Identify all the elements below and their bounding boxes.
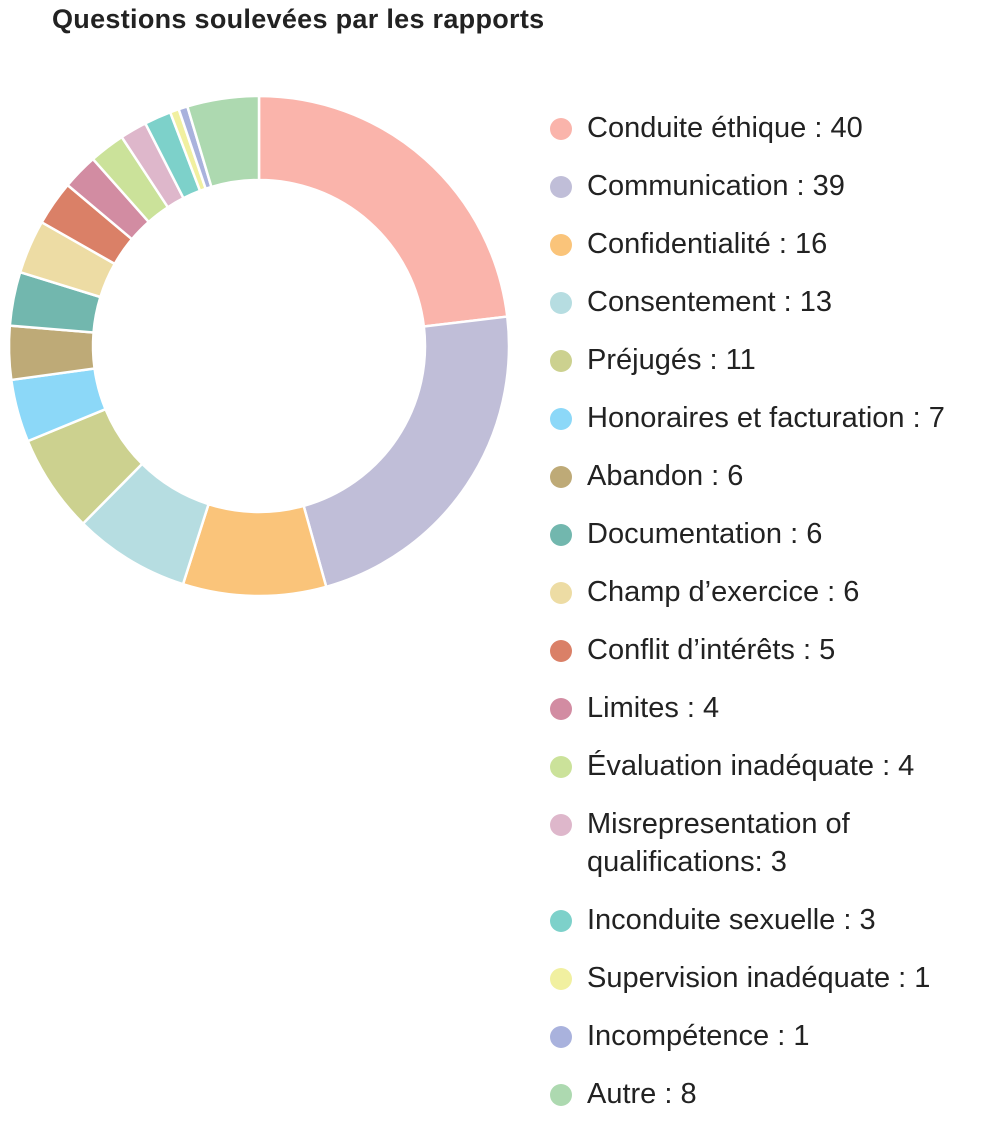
legend-swatch: [550, 234, 572, 256]
legend-item: Incompétence : 1: [550, 1018, 990, 1056]
donut-slice-1: [302, 315, 511, 589]
legend-item: Conduite éthique : 40: [550, 110, 990, 148]
legend-swatch: [550, 408, 572, 430]
legend-item: Conflit d’intérêts : 5: [550, 632, 990, 670]
legend-swatch: [550, 756, 572, 778]
legend-swatch: [550, 967, 572, 990]
legend-label: Limites : 4: [587, 692, 720, 724]
donut-chart: [0, 88, 520, 608]
legend-label: Conduite éthique : 40: [587, 112, 863, 144]
donut-slice-16: [186, 94, 261, 189]
legend-label: Honoraires et facturation : 7: [587, 402, 945, 434]
legend-label: Conflit d’intérêts : 5: [587, 634, 836, 666]
legend-swatch: [550, 118, 572, 140]
donut-slice-0: [257, 94, 509, 328]
legend-label: Évaluation inadéquate : 4: [587, 750, 915, 782]
legend-label: Documentation : 6: [587, 518, 823, 550]
legend-label: Communication : 39: [587, 170, 845, 202]
legend-item: Communication : 39: [550, 168, 990, 206]
legend-item: Consentement : 13: [550, 284, 990, 322]
legend-label: Champ d’exercice : 6: [587, 576, 860, 608]
legend-swatch: [550, 176, 572, 198]
legend-swatch: [550, 698, 572, 720]
legend-item: Limites : 4: [550, 690, 990, 728]
legend-item: Évaluation inadéquate : 4: [550, 748, 990, 786]
legend-label: Inconduite sexuelle : 3: [587, 903, 876, 936]
legend-item: Honoraires et facturation : 7: [550, 400, 990, 438]
donut-svg: [7, 94, 511, 598]
legend-label: Supervision inadéquate : 1: [587, 961, 931, 994]
legend-swatch: [550, 350, 572, 372]
legend-swatch: [550, 466, 572, 488]
legend-label: Misrepresentation of qualifications: 3: [587, 808, 850, 878]
chart-legend: Conduite éthique : 40 Communication : 39 C…: [550, 110, 990, 1134]
legend-item: Champ d’exercice : 6: [550, 574, 990, 612]
legend-item: Abandon : 6: [550, 458, 990, 496]
legend-item: Confidentialité : 16: [550, 226, 990, 264]
legend-label: Autre : 8: [587, 1077, 697, 1110]
legend-label: Préjugés : 11: [587, 344, 756, 376]
legend-item: Misrepresentation of qualifications: 3: [550, 806, 990, 881]
legend-swatch: [550, 909, 572, 932]
legend-item: Documentation : 6: [550, 516, 990, 554]
legend-swatch: [550, 582, 572, 604]
legend-item: Inconduite sexuelle : 3: [550, 902, 990, 940]
legend-item: Préjugés : 11: [550, 342, 990, 380]
legend-label: Incompétence : 1: [587, 1019, 810, 1052]
legend-label: Confidentialité : 16: [587, 228, 828, 260]
legend-swatch: [550, 640, 572, 662]
legend-swatch: [550, 814, 572, 836]
legend-swatch: [550, 1083, 572, 1106]
chart-title: Questions soulevées par les rapports: [52, 4, 545, 34]
legend-label: Abandon : 6: [587, 460, 744, 492]
legend-item: Autre : 8: [550, 1076, 990, 1114]
legend-swatch: [550, 524, 572, 546]
legend-swatch: [550, 292, 572, 314]
legend-label: Consentement : 13: [587, 286, 833, 318]
legend-item: Supervision inadéquate : 1: [550, 960, 990, 998]
legend-swatch: [550, 1025, 572, 1048]
